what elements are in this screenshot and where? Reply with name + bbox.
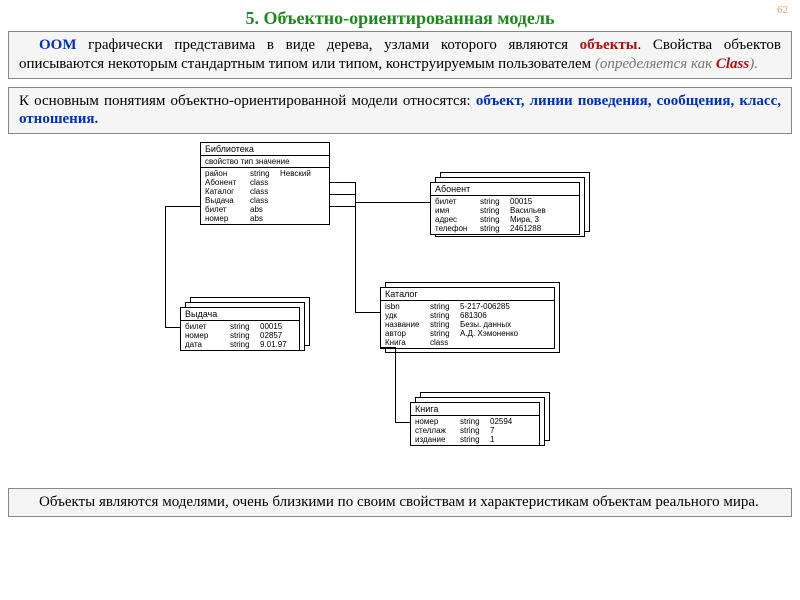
oom-diagram: Библиотекасвойство тип значениерайонstri… <box>10 142 790 482</box>
diagram-card: Абонентбилетstring00015имяstringВасильев… <box>430 182 580 235</box>
p1-objects: объекты <box>580 37 638 53</box>
diagram-card: Выдачабилетstring00015номерstring02857да… <box>180 307 300 351</box>
diagram-card: Каталогisbnstring5-217-006285удкstring68… <box>380 287 555 349</box>
slide-title: 5. Объектно-ориентированная модель <box>8 8 792 29</box>
oom-lead: ООМ <box>39 37 77 53</box>
diagram-card: Библиотекасвойство тип значениерайонstri… <box>200 142 330 225</box>
diagram-card: Книганомерstring02594стеллажstring7издан… <box>410 402 540 446</box>
paragraph-2: К основным понятиям объектно-ориентирова… <box>8 87 792 135</box>
p2-t1: К основным понятиям объектно-ориентирова… <box>19 93 476 109</box>
paragraph-1: ООМ графически представима в виде дерева… <box>8 31 792 79</box>
paragraph-3: Объекты являются моделями, очень близким… <box>8 488 792 517</box>
page-number: 62 <box>777 4 788 16</box>
p3-text: Объекты являются моделями, очень близким… <box>39 494 759 510</box>
p1-paren: (определяется как Class). <box>595 56 758 72</box>
p1-t1: графически представима в виде дерева, уз… <box>77 37 580 53</box>
